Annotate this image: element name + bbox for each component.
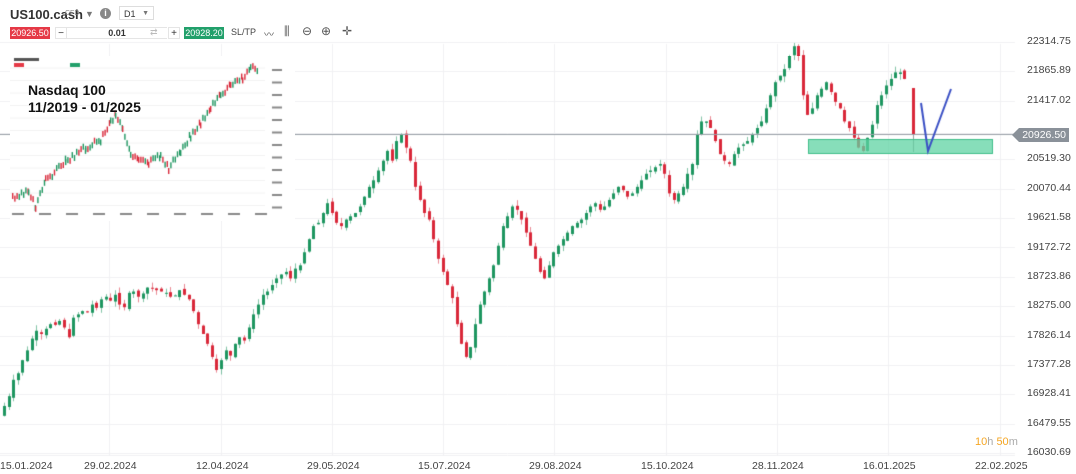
buy-button[interactable]: 20928.20: [184, 27, 224, 39]
price-axis-label: 18275.00: [1027, 299, 1071, 312]
time-axis-label: 22.02.2025: [975, 460, 1028, 472]
current-price-tag: 20926.50: [1012, 128, 1069, 142]
inset-title-line1: Nasdaq 100: [28, 82, 106, 98]
price-axis-label: 20070.44: [1027, 181, 1071, 194]
time-axis-label: 29.08.2024: [529, 460, 582, 472]
quantity-input[interactable]: 0.01: [67, 27, 167, 39]
time-axis-label: 12.04.2024: [196, 460, 249, 472]
price-axis-label: 16928.41: [1027, 387, 1071, 400]
zoom-in-icon[interactable]: ⊕: [321, 24, 332, 38]
timeframe-value: D1: [124, 9, 136, 19]
sl-tp-button[interactable]: SL/TP: [231, 27, 257, 37]
symbol-dropdown-icon[interactable]: ▼: [85, 9, 94, 19]
symbol-name[interactable]: US100.cash: [10, 7, 83, 22]
price-axis-label: 21865.89: [1027, 64, 1071, 77]
time-axis-label: 15.07.2024: [418, 460, 471, 472]
decrease-quantity-button[interactable]: −: [55, 27, 67, 39]
time-axis-label: 28.11.2024: [752, 460, 804, 472]
price-axis-label: 19621.58: [1027, 211, 1071, 224]
price-axis-label: 21417.02: [1027, 93, 1071, 106]
timer-minutes: 50: [996, 436, 1009, 448]
trading-toolbar: US100.cash CFD ▼ i D1 ▼ 20926.50 − 0.01 ⇄…: [0, 0, 1076, 44]
instrument-type: CFD: [65, 10, 80, 17]
time-axis-label: 29.02.2024: [84, 460, 137, 472]
increase-quantity-button[interactable]: +: [168, 27, 180, 39]
chevron-down-icon: ▼: [142, 10, 149, 17]
price-axis-label: 22314.75: [1027, 35, 1071, 47]
line-chart-icon[interactable]: 〰: [264, 30, 274, 41]
inset-longterm-chart: [10, 56, 295, 221]
timeframe-select[interactable]: D1 ▼: [119, 6, 154, 20]
zoom-out-icon[interactable]: ⊖: [302, 24, 313, 38]
swap-icon[interactable]: ⇄: [150, 27, 158, 37]
price-axis-label: 16030.69: [1027, 446, 1071, 458]
sell-button[interactable]: 20926.50: [10, 27, 50, 39]
inset-chart-canvas: [10, 56, 295, 221]
candle-timer: 10h 50m: [975, 436, 1018, 448]
inset-title: Nasdaq 100 11/2019 - 01/2025: [28, 82, 141, 116]
price-axis-label: 20519.30: [1027, 152, 1071, 165]
time-axis-label: 16.01.2025: [863, 460, 916, 472]
price-axis-label: 18723.86: [1027, 269, 1071, 282]
price-axis-label: 17826.14: [1027, 328, 1071, 341]
time-axis-label: 15.01.2024: [0, 460, 53, 472]
inset-title-line2: 11/2019 - 01/2025: [28, 99, 141, 115]
time-axis-label: 15.10.2024: [641, 460, 694, 472]
timer-hours: 10: [975, 436, 988, 448]
crosshair-icon[interactable]: ✛: [342, 24, 353, 38]
time-axis-label: 29.05.2024: [307, 460, 360, 472]
indicators-icon[interactable]: ⫼: [284, 24, 290, 38]
timer-h-unit: h: [987, 436, 994, 448]
price-axis-label: 17377.28: [1027, 357, 1071, 370]
price-axis-label: 19172.72: [1027, 240, 1071, 253]
info-icon[interactable]: i: [100, 8, 111, 19]
price-axis-label: 16479.55: [1027, 416, 1071, 429]
timer-m-unit: m: [1008, 436, 1018, 448]
